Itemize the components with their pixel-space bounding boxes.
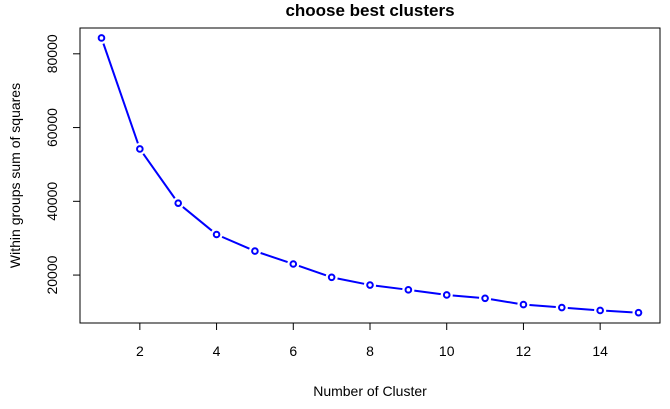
data-point [634,308,643,317]
series-line-segment [452,294,480,299]
series-line-segment [337,277,365,285]
data-point [557,303,566,312]
x-tick-label: 14 [592,343,608,359]
data-point [212,230,221,239]
x-tick-label: 10 [439,343,455,359]
x-axis-label: Number of Cluster [313,383,427,399]
x-tick-label: 12 [516,343,532,359]
series-line-segment [142,153,176,199]
x-tick-label: 6 [289,343,297,359]
series-line-segment [567,306,595,311]
series-line-segment [182,206,213,232]
y-axis-label: Within groups sum of squares [7,83,23,268]
y-axis: 20000 40000 60000 80000 [44,34,81,295]
series-line-segment [490,298,518,305]
data-point [519,300,528,309]
x-tick-label: 2 [136,343,144,359]
x-tick-label: 4 [213,343,221,359]
data-point [289,260,298,268]
plot-box [79,27,661,324]
series-line-segment [260,252,288,264]
series-layer [97,34,643,317]
data-point [596,306,604,315]
data-point [251,247,259,255]
series-line-segment [375,284,403,291]
data-point [327,273,336,282]
x-tick-label: 8 [366,343,374,359]
data-point [404,286,413,294]
data-point [442,291,451,299]
series-line-segment [606,309,633,314]
data-point [174,199,183,207]
data-point [97,34,106,42]
x-axis: 2 4 6 8 10 12 14 [136,322,608,359]
series-line-segment [221,235,250,250]
y-tick-label: 20000 [44,255,60,294]
chart-title: choose best clusters [285,1,454,20]
data-point [366,281,374,289]
series-line-segment [298,265,327,277]
series-line-segment [529,304,556,309]
data-point [481,294,489,303]
series-line-segment [102,43,139,144]
data-point [136,145,144,153]
y-tick-label: 80000 [44,34,60,73]
y-tick-label: 60000 [44,108,60,147]
series-line-segment [414,289,441,296]
y-tick-label: 40000 [44,182,60,221]
